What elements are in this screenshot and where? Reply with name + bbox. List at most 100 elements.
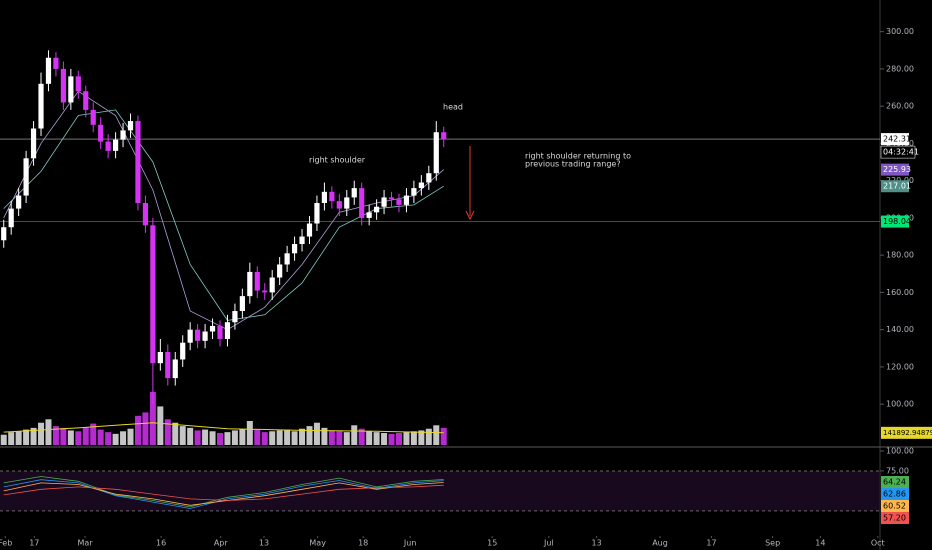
candle-body xyxy=(388,197,395,200)
x-tick-label: 15 xyxy=(487,539,497,548)
annotation: previous trading range? xyxy=(525,160,621,169)
y-tick-label: 300.00 xyxy=(886,27,914,36)
y-tick-label: 180.00 xyxy=(886,251,914,260)
rsi-tick-label: 100.00 xyxy=(886,446,914,455)
volume-bar xyxy=(358,428,365,445)
candle-body xyxy=(269,277,275,293)
candle-body xyxy=(16,195,22,209)
volume-bar xyxy=(194,430,201,445)
x-tick-label: Aug xyxy=(652,539,668,548)
rsi-line xyxy=(3,479,444,509)
volume-ma-label-bg xyxy=(881,426,932,439)
x-tick-label: 17 xyxy=(29,539,39,548)
candle-body xyxy=(426,173,432,183)
rsi-label-bg xyxy=(881,512,909,524)
candle-body xyxy=(60,68,66,103)
rsi-label: 64.24 xyxy=(883,478,906,487)
ma-label-bg xyxy=(881,180,909,193)
candle-body xyxy=(8,208,14,228)
candle-body xyxy=(433,132,439,174)
candle-body xyxy=(344,197,350,209)
candle-body xyxy=(411,188,417,196)
volume-bar xyxy=(440,427,447,445)
volume-bar xyxy=(284,429,291,445)
volume-bar xyxy=(366,431,373,445)
candle-body xyxy=(195,329,201,341)
volume-bar xyxy=(15,431,22,445)
candle-body xyxy=(165,352,171,379)
candle-body xyxy=(374,206,380,213)
candle-body xyxy=(127,121,134,131)
volume-bar xyxy=(52,426,59,445)
candle-body xyxy=(202,331,208,341)
candle-body xyxy=(254,271,260,291)
volume-bar xyxy=(60,427,67,445)
x-tick-label: Jun xyxy=(403,539,417,548)
annotation: right shoulder returning to xyxy=(525,152,631,161)
volume-bar xyxy=(224,432,231,445)
volume-bar xyxy=(425,428,432,445)
candle-body xyxy=(351,188,357,198)
candle-body xyxy=(366,212,372,218)
candle-body xyxy=(38,83,44,129)
candle-body xyxy=(291,243,298,254)
volume-bar xyxy=(261,432,268,445)
rsi-label: 60.52 xyxy=(883,502,906,511)
volume-bar xyxy=(313,422,320,445)
candle-body xyxy=(68,76,74,103)
candle-body xyxy=(150,225,156,364)
candle-body xyxy=(105,141,111,151)
volume-bar xyxy=(269,431,276,445)
volume-bar xyxy=(187,427,194,445)
volume-bar xyxy=(164,419,171,445)
y-tick-label: 120.00 xyxy=(886,362,914,371)
volume-bar xyxy=(179,426,186,445)
candle-body xyxy=(299,236,305,244)
y-tick-label: 280.00 xyxy=(886,64,914,73)
volume-ma xyxy=(3,422,444,434)
candle-body xyxy=(45,57,52,84)
candle-body xyxy=(321,191,328,204)
rsi-label-bg xyxy=(881,500,909,512)
candle-body xyxy=(172,359,178,379)
rsi-label-bg xyxy=(881,476,909,488)
volume-bar xyxy=(403,432,410,445)
x-tick-label: Apr xyxy=(214,539,229,548)
rsi-band-fill xyxy=(0,470,880,511)
volume-bar xyxy=(142,412,149,445)
candle-body xyxy=(277,264,283,278)
volume-bar xyxy=(120,431,127,445)
volume-bar xyxy=(388,433,395,445)
candle-body xyxy=(217,325,223,339)
volume-bar xyxy=(8,432,15,445)
volume-bar xyxy=(172,422,179,445)
candle-body xyxy=(359,188,365,218)
countdown-bg xyxy=(880,145,916,159)
level-label-bg xyxy=(881,215,909,228)
candle-body xyxy=(239,296,245,312)
volume-bar xyxy=(239,428,246,445)
candle-body xyxy=(403,195,410,205)
volume-bar xyxy=(343,432,350,445)
x-tick-label: May xyxy=(309,539,326,548)
volume-bar xyxy=(433,425,440,445)
y-tick-label: 260.00 xyxy=(886,102,914,111)
volume-bar xyxy=(209,431,216,445)
x-tick-label: Jul xyxy=(543,539,554,548)
candle-body xyxy=(30,128,37,159)
volume-bar xyxy=(306,426,313,445)
candle-body xyxy=(120,130,126,140)
candle-body xyxy=(83,91,89,110)
rsi-line xyxy=(3,476,444,508)
volume-bar xyxy=(82,427,89,445)
rsi-label-bg xyxy=(881,488,909,500)
candle-body xyxy=(336,201,342,209)
candle-body xyxy=(90,109,96,125)
volume-bar xyxy=(321,427,328,445)
x-tick-label: Feb xyxy=(0,539,12,548)
volume-bar xyxy=(105,432,112,445)
x-tick-label: Mar xyxy=(77,539,93,548)
volume-bar xyxy=(202,429,209,445)
candle-body xyxy=(314,203,320,224)
volume-bar xyxy=(75,431,82,445)
